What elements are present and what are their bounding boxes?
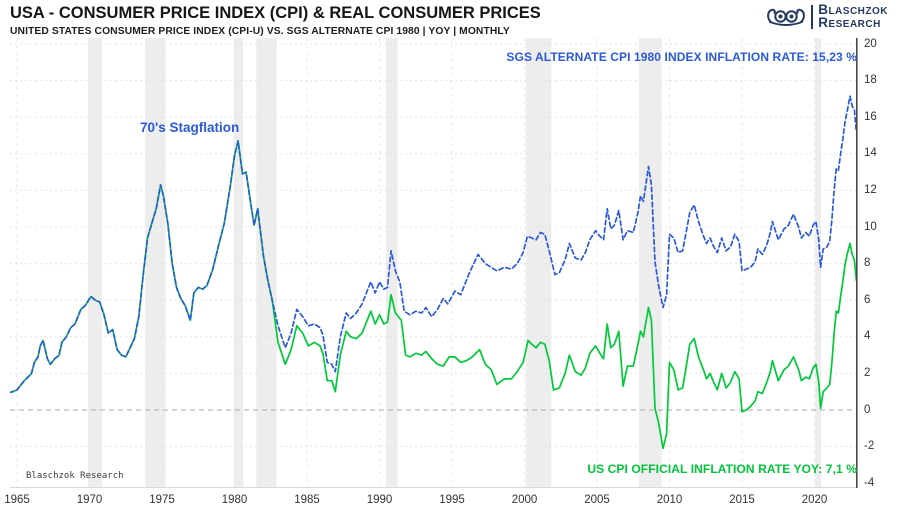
recession-band	[145, 38, 166, 487]
y-axis-label: 10	[864, 220, 877, 233]
watermark-text: Blaschzok Research	[26, 471, 124, 481]
recession-band	[256, 38, 277, 487]
y-axis-label: -4	[864, 476, 875, 489]
x-axis-label: 1985	[294, 494, 320, 506]
y-axis-label: 16	[864, 110, 877, 123]
brand-logo: BLASCHZOK RESEARCH	[766, 1, 888, 30]
y-axis-label: 18	[864, 74, 877, 87]
sgs-alternate-line	[8, 95, 858, 394]
logo-line2: RESEARCH	[818, 14, 888, 30]
plot-svg: 70's Stagflation	[8, 38, 858, 488]
recession-band	[639, 38, 662, 487]
y-axis-label: 8	[864, 257, 871, 270]
x-axis-label: 2005	[584, 494, 610, 506]
x-axis-label: 2000	[511, 494, 538, 506]
y-axis-label: 4	[864, 330, 871, 343]
page-title: USA - CONSUMER PRICE INDEX (CPI) & REAL …	[10, 4, 541, 22]
logo-line2-rest: ESEARCH	[828, 18, 881, 30]
x-axis-label: 1970	[76, 494, 103, 506]
recession-band	[815, 38, 821, 487]
x-axis-label: 1995	[439, 494, 465, 506]
x-axis-label: 2010	[656, 494, 683, 506]
x-axis-label: 1980	[221, 494, 248, 506]
x-axis-label: 1965	[4, 494, 30, 506]
page-subtitle: UNITED STATES CONSUMER PRICE INDEX (CPI-…	[10, 26, 510, 37]
y-axis-label: 0	[864, 403, 871, 416]
y-axis-label: 20	[864, 37, 877, 50]
stagflation-annotation: 70's Stagflation	[140, 120, 239, 135]
logo-cap-r: R	[818, 14, 829, 30]
plot-area: 70's Stagflation	[8, 38, 858, 490]
logo-line1-rest: LASCHZOK	[828, 5, 888, 17]
x-axis-label: 1975	[149, 494, 175, 506]
legend-cpi-series: US CPI OFFICIAL INFLATION RATE YOY: 7,1 …	[587, 462, 857, 476]
y-axis-label: 12	[864, 183, 877, 196]
logo-divider	[811, 4, 814, 29]
cpi-official-line	[8, 140, 858, 450]
x-axis-label: 2015	[729, 494, 755, 506]
recession-band	[233, 38, 244, 487]
legend-sgs-series: SGS ALTERNATE CPI 1980 INDEX INFLATION R…	[506, 50, 857, 64]
recession-band	[88, 38, 102, 487]
logo-cap-b: B	[818, 1, 829, 17]
glasses-ship-icon	[767, 8, 806, 26]
y-axis-label: -2	[864, 440, 875, 453]
y-axis-label: 2	[864, 366, 871, 379]
recession-band	[386, 38, 398, 487]
recession-band	[525, 38, 552, 487]
y-axis-label: 6	[864, 293, 871, 306]
y-axis-label: 14	[864, 147, 877, 160]
logo-line1: BLASCHZOK	[818, 1, 888, 17]
x-axis-label: 2020	[801, 494, 828, 506]
x-axis-label: 1990	[366, 494, 393, 506]
